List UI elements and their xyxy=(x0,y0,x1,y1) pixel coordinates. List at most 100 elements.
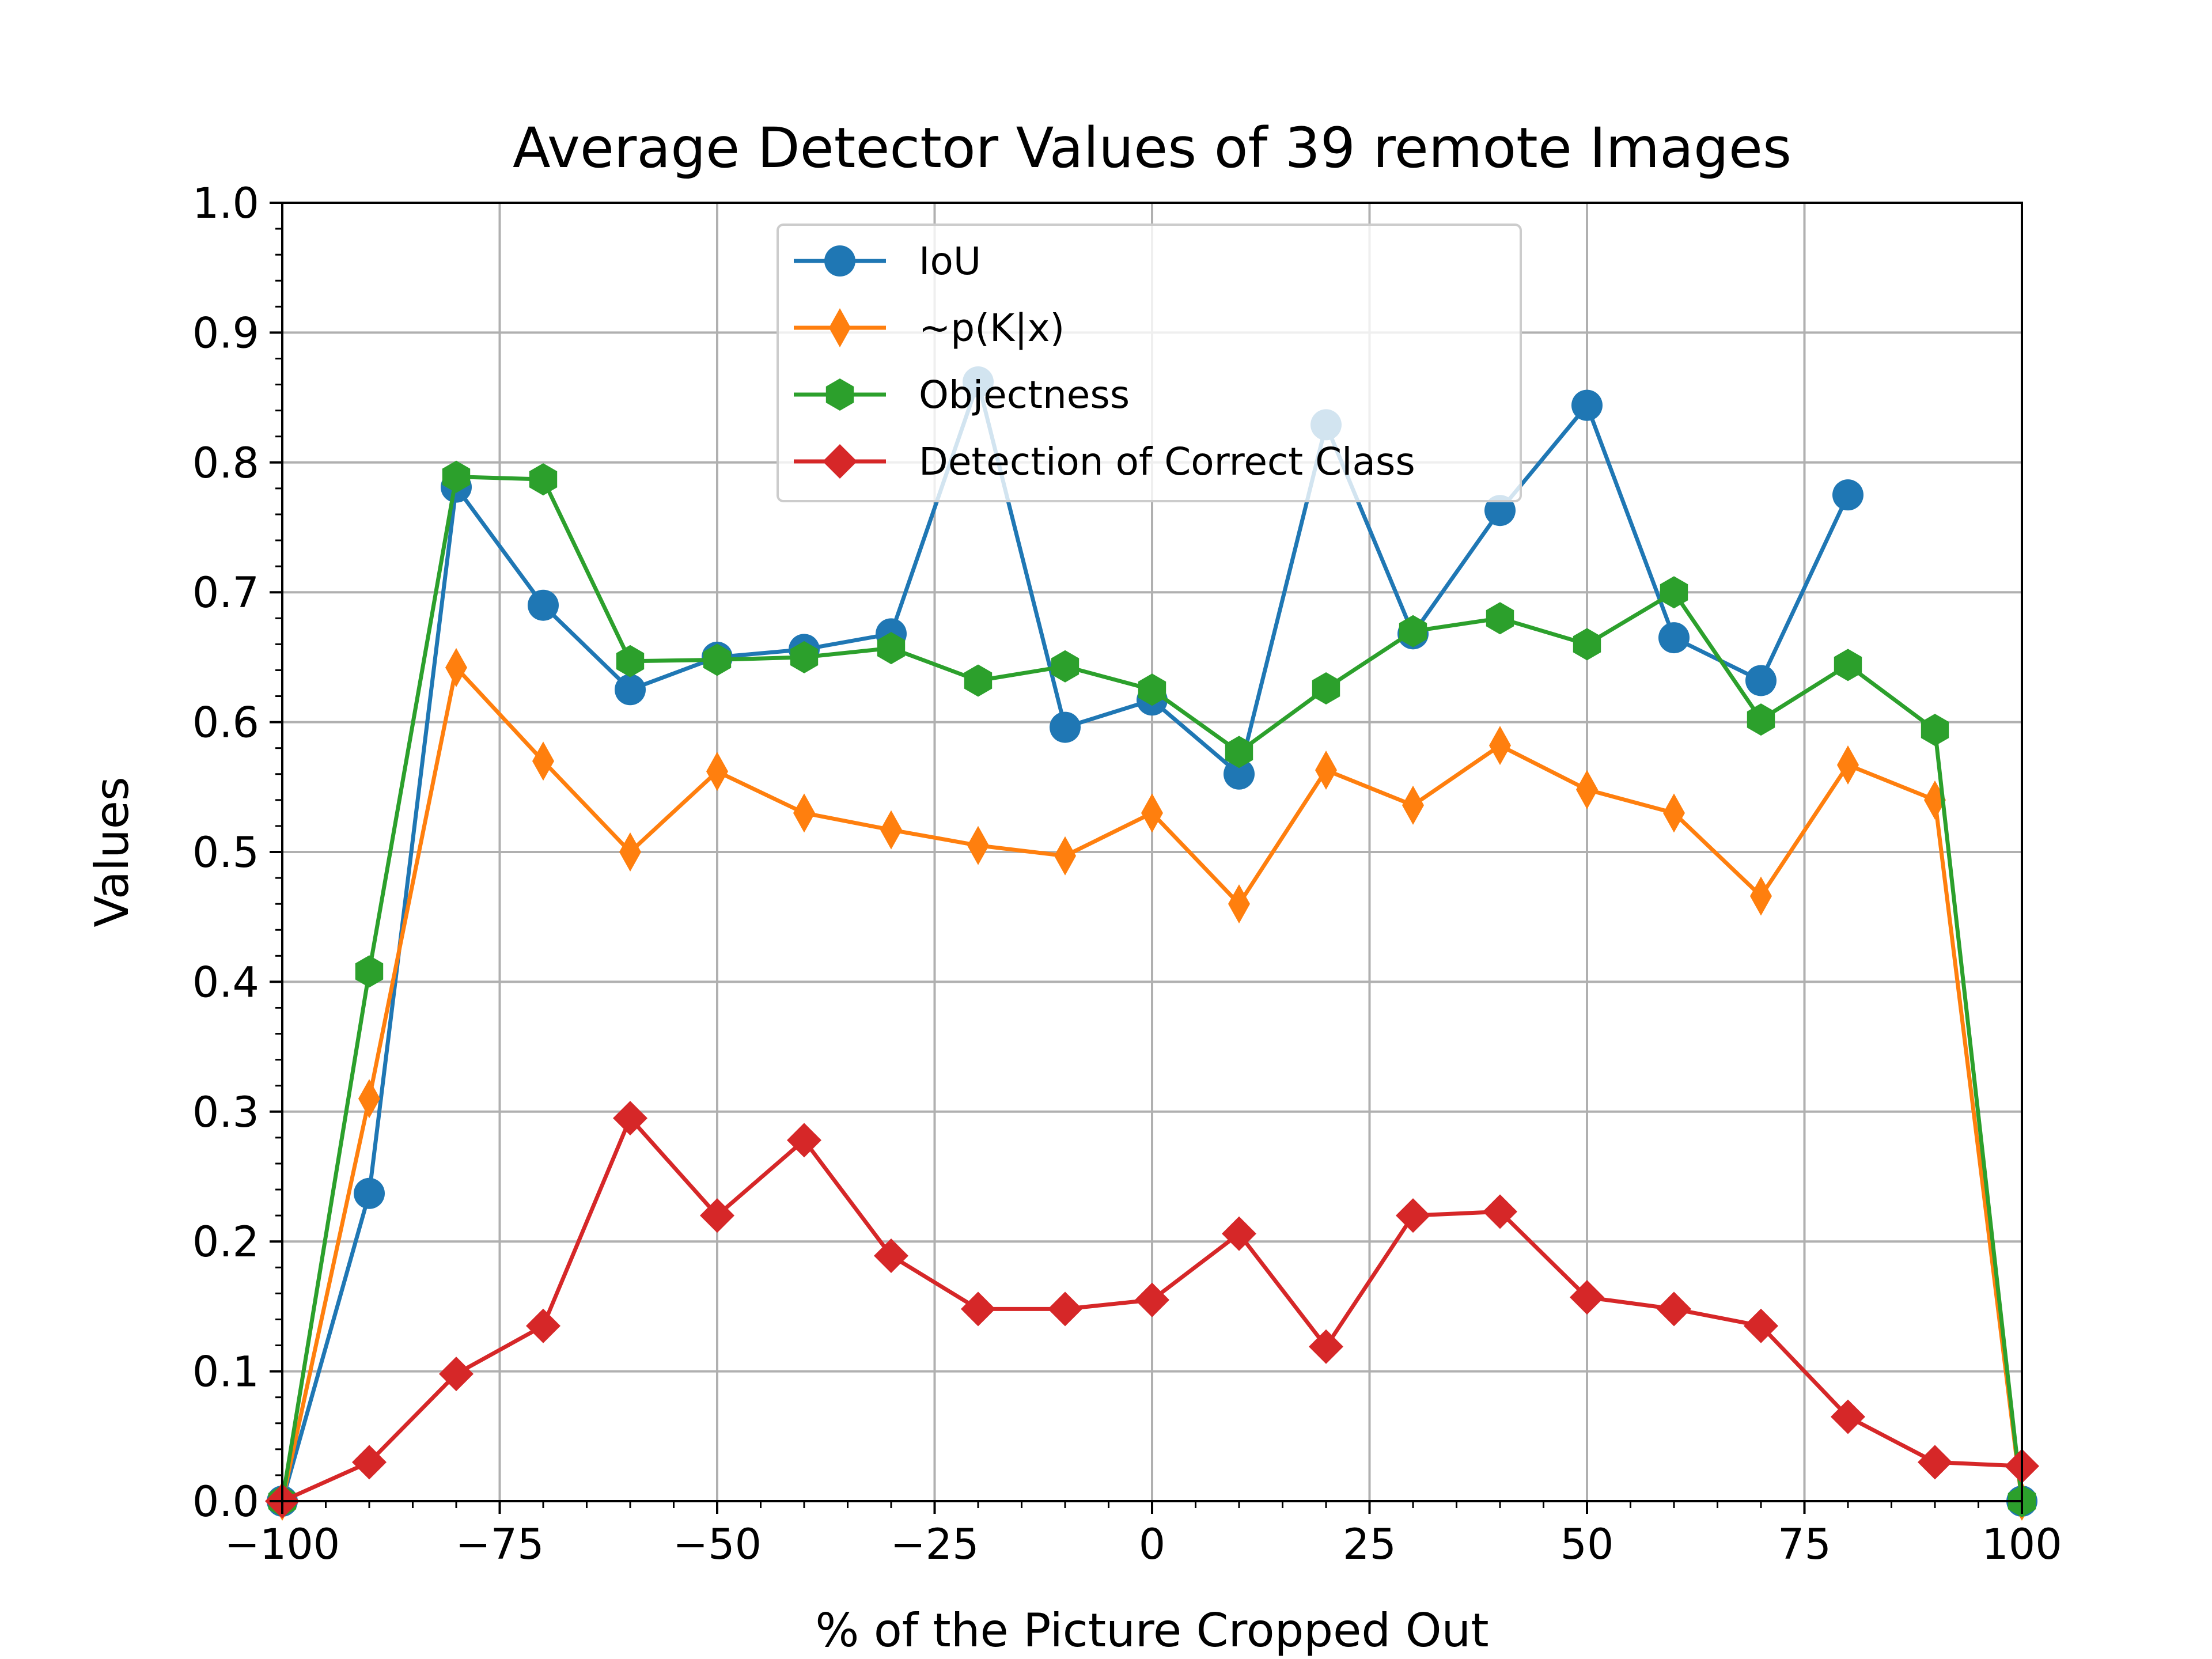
data-point xyxy=(1222,1216,1256,1251)
x-tick-label: −50 xyxy=(673,1520,762,1569)
legend-label: Detection of Correct Class xyxy=(919,440,1415,484)
data-point xyxy=(1570,1280,1604,1315)
y-tick-label: 0.1 xyxy=(192,1348,259,1397)
data-point xyxy=(1135,1282,1169,1317)
data-point xyxy=(1399,615,1427,647)
data-point xyxy=(1660,576,1688,609)
data-point xyxy=(1483,1194,1517,1229)
legend-label: IoU xyxy=(919,239,981,283)
data-point xyxy=(528,589,559,621)
data-point xyxy=(1048,1291,1082,1327)
data-point xyxy=(1309,1329,1343,1364)
data-point xyxy=(1051,650,1080,683)
y-tick-label: 0.0 xyxy=(192,1478,259,1527)
y-tick-label: 0.4 xyxy=(192,958,259,1007)
x-tick-label: −75 xyxy=(455,1520,544,1569)
data-point xyxy=(1054,836,1076,876)
y-axis-label: Values xyxy=(85,777,139,927)
data-point xyxy=(1918,1445,1952,1480)
data-point xyxy=(1489,726,1511,766)
data-point xyxy=(703,643,732,676)
data-point xyxy=(1573,628,1601,661)
x-tick-label: 0 xyxy=(1139,1520,1165,1569)
y-tick-label: 0.3 xyxy=(192,1088,259,1137)
data-point xyxy=(1402,785,1424,825)
data-point xyxy=(874,1238,908,1273)
axes: −100 −75 −50 −25 0 25 50 75 100 0.0 0.1 0.2 0.3 0.4 0.… xyxy=(192,179,2062,1569)
legend-label: Objectness xyxy=(919,373,1130,417)
data-point xyxy=(354,1177,385,1209)
data-point xyxy=(619,832,641,872)
legend-marker xyxy=(823,444,857,479)
data-point xyxy=(877,632,906,665)
data-point xyxy=(1141,793,1163,833)
data-point xyxy=(1225,736,1253,768)
data-point xyxy=(961,1291,995,1327)
legend: IoU ~p(K|x) Objectness Detection of Correct… xyxy=(777,224,1522,502)
data-point xyxy=(613,1101,647,1136)
data-point xyxy=(790,641,819,673)
x-tick-label: 75 xyxy=(1778,1520,1831,1569)
data-point xyxy=(1657,1291,1691,1327)
data-point xyxy=(1138,673,1166,706)
data-point xyxy=(1745,665,1777,696)
series-3 xyxy=(265,1101,2039,1518)
legend-marker xyxy=(829,308,851,347)
x-tick-label: 50 xyxy=(1560,1520,1614,1569)
data-point xyxy=(880,810,902,850)
data-point xyxy=(1921,714,1949,747)
y-tick-label: 0.7 xyxy=(192,569,259,618)
x-axis-label: % of the Picture Cropped Out xyxy=(815,1604,1488,1657)
data-point xyxy=(532,741,554,781)
data-point xyxy=(1663,793,1685,833)
data-point xyxy=(615,674,646,706)
data-point xyxy=(616,645,645,677)
data-point xyxy=(1744,1308,1778,1343)
data-point xyxy=(529,463,558,496)
data-point xyxy=(1576,770,1598,809)
legend-marker xyxy=(825,378,854,411)
data-point xyxy=(1571,389,1603,421)
data-point xyxy=(1396,1198,1430,1233)
y-tick-label: 0.9 xyxy=(192,309,259,358)
data-point xyxy=(439,1357,474,1392)
legend-label: ~p(K|x) xyxy=(919,306,1065,350)
data-point xyxy=(1832,479,1863,511)
data-point xyxy=(526,1308,560,1343)
data-point xyxy=(442,460,471,493)
y-tick-label: 0.5 xyxy=(192,828,259,877)
data-point xyxy=(1050,711,1081,743)
data-point xyxy=(1315,750,1337,790)
data-point xyxy=(1831,1399,1865,1434)
data-point xyxy=(1834,649,1862,681)
data-point xyxy=(1747,703,1775,736)
legend-marker xyxy=(824,245,855,276)
data-point xyxy=(967,825,989,865)
data-point xyxy=(787,1123,821,1158)
data-point xyxy=(706,752,728,791)
data-point xyxy=(964,664,993,697)
data-point xyxy=(1658,622,1690,654)
data-point xyxy=(358,1079,380,1119)
data-point xyxy=(352,1445,387,1480)
data-point xyxy=(700,1198,734,1233)
legend-box xyxy=(777,224,1522,502)
data-point xyxy=(355,955,384,988)
y-tick-label: 0.8 xyxy=(192,439,259,488)
chart-title: Average Detector Values of 39 remote Ima… xyxy=(513,116,1791,180)
data-point xyxy=(1224,758,1255,790)
data-point xyxy=(1486,602,1514,635)
data-point xyxy=(793,793,815,833)
data-point xyxy=(1750,876,1772,916)
series-layer xyxy=(265,366,2039,1521)
x-tick-label: −25 xyxy=(890,1520,979,1569)
data-point xyxy=(1484,495,1516,527)
x-tick-label: −100 xyxy=(225,1520,340,1569)
x-tick-label: 100 xyxy=(1982,1520,2062,1569)
y-tick-label: 1.0 xyxy=(192,179,259,228)
y-tick-label: 0.6 xyxy=(192,699,259,748)
x-tick-label: 25 xyxy=(1343,1520,1396,1569)
data-point xyxy=(445,647,467,687)
data-point xyxy=(1228,884,1250,924)
